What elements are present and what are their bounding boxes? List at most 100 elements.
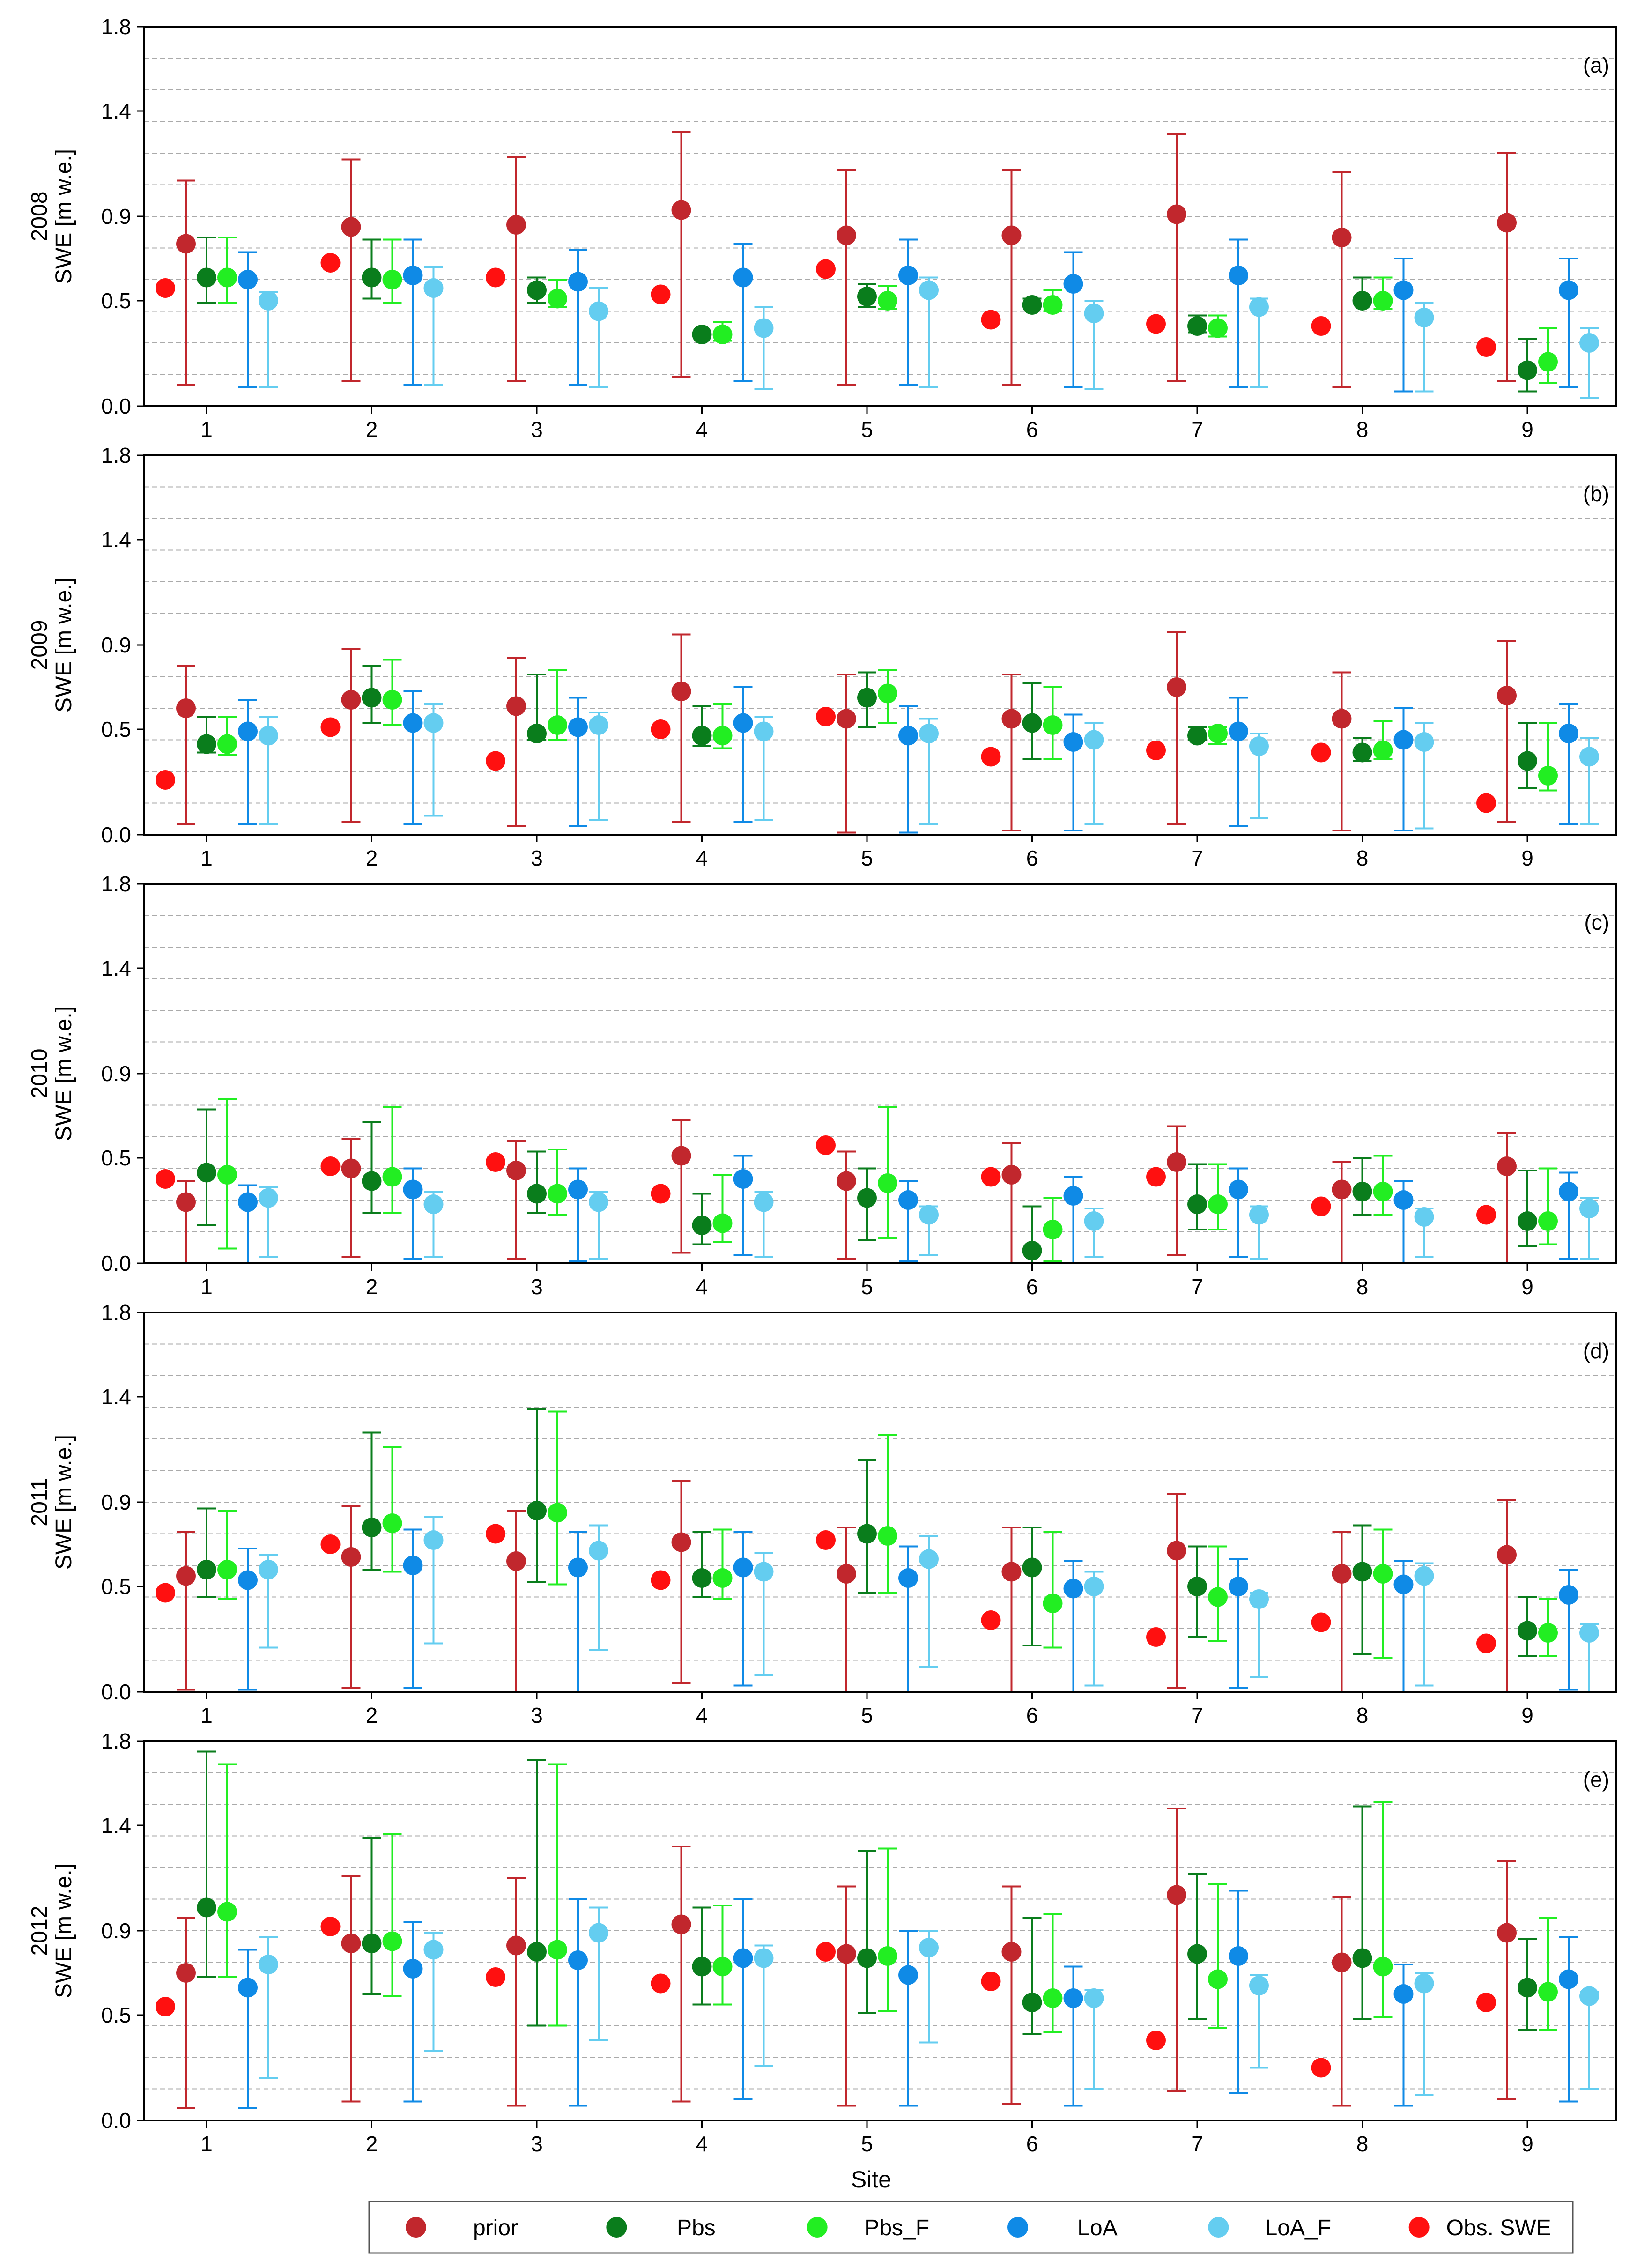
x-tick-label: 8	[1356, 2132, 1369, 2156]
data-point	[197, 1560, 216, 1579]
legend-marker	[807, 2217, 828, 2238]
data-point	[1476, 337, 1496, 357]
data-point	[857, 1948, 877, 1968]
data-point	[1538, 1982, 1558, 2002]
data-point	[651, 284, 671, 304]
data-point	[548, 1184, 567, 1204]
data-point	[1579, 1623, 1599, 1643]
x-axis-title: Site	[851, 2166, 891, 2193]
x-tick-label: 6	[1026, 1275, 1038, 1299]
x-tick-label: 3	[531, 2132, 543, 2156]
data-point	[816, 1135, 836, 1155]
x-tick-label: 6	[1026, 846, 1038, 870]
legend-marker	[1208, 2217, 1229, 2238]
data-point	[176, 1566, 196, 1586]
year-label: 2012	[27, 1906, 52, 1956]
x-tick-label: 9	[1521, 417, 1533, 442]
data-point	[486, 267, 505, 288]
data-point	[197, 267, 216, 288]
data-point	[217, 734, 237, 754]
series-pbs-f	[217, 237, 1558, 384]
data-point	[712, 1568, 733, 1588]
x-tick-label: 4	[696, 417, 708, 442]
series-loa	[238, 1528, 1578, 1693]
data-point	[486, 1152, 505, 1172]
y-tick-label: 0.9	[101, 1490, 131, 1514]
data-point	[1146, 1627, 1166, 1647]
data-point	[1518, 1211, 1537, 1231]
data-point	[1311, 2058, 1331, 2078]
data-point	[156, 278, 175, 298]
x-tick-label: 8	[1356, 846, 1369, 870]
data-point	[1208, 1587, 1228, 1607]
y-tick-label: 0.9	[101, 1919, 131, 1943]
data-point	[217, 267, 237, 288]
data-point	[1249, 1976, 1269, 1995]
data-point	[548, 715, 567, 735]
data-point	[1393, 730, 1414, 750]
data-point	[1063, 1186, 1083, 1206]
data-point	[1022, 713, 1042, 733]
data-point	[1249, 736, 1269, 756]
y-tick-label: 1.4	[101, 527, 131, 552]
data-point	[527, 1184, 547, 1204]
data-point	[1497, 1156, 1517, 1176]
data-point	[527, 280, 547, 300]
data-point	[1249, 1205, 1269, 1225]
data-point	[1063, 1988, 1083, 2008]
data-point	[754, 721, 774, 741]
data-point	[651, 1973, 671, 1994]
year-label: 2009	[27, 620, 52, 670]
data-point	[981, 310, 1001, 330]
x-tick-label: 6	[1026, 1703, 1038, 1727]
data-point	[1084, 1577, 1104, 1596]
series-pbs-f	[217, 1098, 1558, 1262]
data-point	[320, 253, 341, 273]
data-point	[1022, 295, 1042, 315]
data-point	[1373, 291, 1393, 311]
data-point	[1476, 793, 1496, 813]
x-tick-label: 5	[861, 417, 873, 442]
data-point	[1084, 304, 1104, 323]
x-tick-label: 5	[861, 1275, 873, 1299]
plot-frame	[143, 883, 1617, 1264]
series-pbs	[197, 665, 1537, 789]
data-point	[1393, 1984, 1414, 2004]
data-point	[362, 267, 382, 288]
year-label: 2011	[27, 1478, 52, 1526]
series-loa-f	[259, 266, 1599, 399]
y-axis-title: SWE [m w.e.]	[52, 149, 76, 284]
data-point	[1579, 333, 1599, 353]
series-pbs	[197, 1108, 1537, 1264]
data-point	[671, 1914, 691, 1934]
panel-tag: (d)	[1583, 1339, 1609, 1363]
data-point	[671, 682, 691, 701]
data-point	[1311, 1612, 1331, 1632]
series-loa-f	[259, 1906, 1599, 2096]
data-point	[176, 234, 196, 254]
data-point	[362, 688, 382, 708]
data-point	[1208, 1194, 1228, 1214]
data-point	[1022, 1993, 1042, 2012]
data-point	[837, 1564, 856, 1584]
data-point	[527, 1942, 547, 1962]
legend-marker	[406, 2217, 426, 2238]
x-tick-label: 3	[531, 1275, 543, 1299]
data-point	[1146, 1167, 1166, 1187]
data-point	[1518, 1978, 1537, 1998]
data-point	[1167, 1885, 1186, 1905]
data-point	[712, 1213, 733, 1233]
y-tick-label: 0.0	[101, 1251, 131, 1275]
data-point	[692, 726, 712, 746]
data-point	[320, 1156, 341, 1176]
y-tick-label: 1.4	[101, 99, 131, 123]
data-point	[403, 1556, 423, 1575]
data-point	[1311, 316, 1331, 336]
data-point	[176, 1963, 196, 1983]
data-point	[692, 1957, 712, 1977]
data-point	[733, 1948, 753, 1968]
data-point	[548, 1940, 567, 1960]
data-point	[1497, 1545, 1517, 1565]
data-point	[1373, 1564, 1393, 1584]
